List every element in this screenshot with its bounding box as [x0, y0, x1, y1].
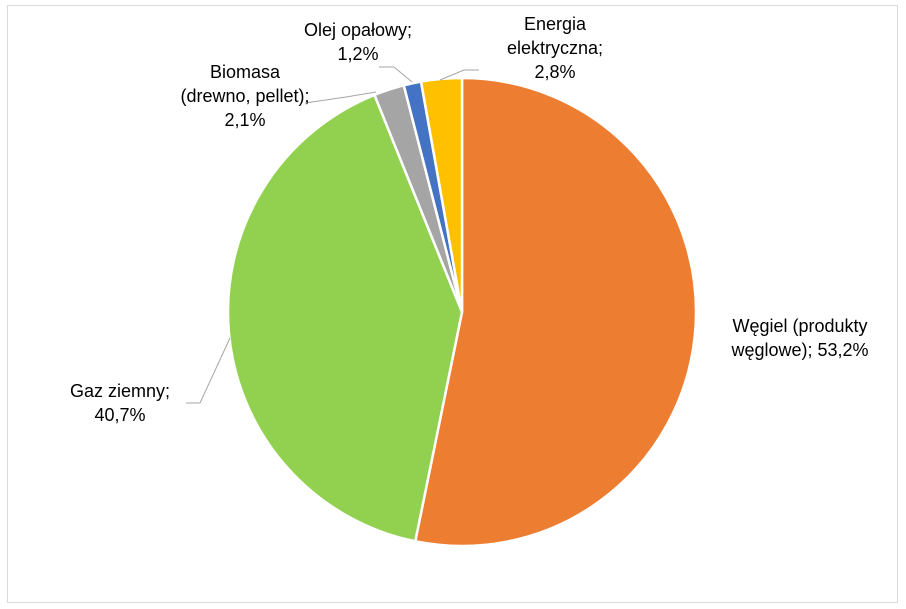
data-label: Biomasa (drewno, pellet); 2,1%	[180, 62, 309, 130]
data-label-line: Olej opałowy;	[304, 20, 412, 40]
data-label: Węgiel (produkty węglowe); 53,2%	[730, 316, 868, 360]
data-label-line: 1,2%	[337, 44, 378, 64]
leader-line	[304, 91, 377, 104]
data-label-line: 2,8%	[534, 62, 575, 82]
data-label-line: Węgiel (produkty	[732, 316, 867, 336]
pie-slice-gaz-ziemny	[226, 93, 464, 543]
data-label-line: elektryczna;	[507, 38, 603, 58]
pie-slice-węgiel-produkty-węglowe	[414, 76, 698, 548]
data-label-line: 2,1%	[224, 110, 265, 130]
data-label-line: Energia	[524, 14, 587, 34]
data-label-line: (drewno, pellet);	[180, 86, 309, 106]
data-label-line: węglowe); 53,2%	[730, 340, 868, 360]
leader-line	[186, 337, 231, 404]
data-label-line: Gaz ziemny;	[70, 381, 170, 401]
data-label-line: 40,7%	[94, 405, 145, 425]
data-label: Energia elektryczna; 2,8%	[507, 14, 603, 82]
data-label: Gaz ziemny; 40,7%	[70, 381, 170, 425]
data-label-line: Biomasa	[210, 62, 281, 82]
leader-line	[439, 69, 479, 81]
leader-line	[379, 66, 413, 83]
data-label: Olej opałowy; 1,2%	[304, 20, 412, 64]
